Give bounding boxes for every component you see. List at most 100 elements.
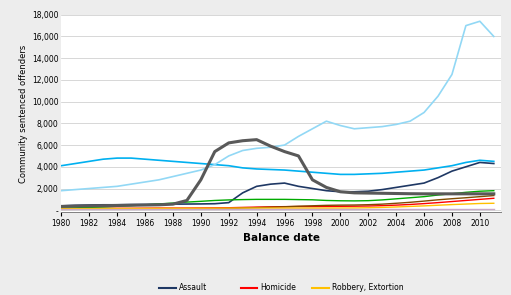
Homicide xyxy=(198,206,204,210)
Robbery, Extortion xyxy=(253,206,260,210)
Threatening xyxy=(156,207,162,211)
Sexual xyxy=(407,207,413,211)
Unknown xyxy=(198,178,204,182)
Unknown xyxy=(295,154,301,158)
Sexual xyxy=(309,207,315,211)
Sexual xyxy=(128,207,134,211)
Threatening xyxy=(72,208,78,211)
Robbery, Extortion xyxy=(407,205,413,208)
Good Order xyxy=(379,125,385,128)
Burglary, Theft xyxy=(268,168,274,171)
Good Order xyxy=(393,123,399,126)
Burglary, Theft xyxy=(435,166,441,170)
Homicide xyxy=(407,203,413,206)
Assault xyxy=(240,191,246,195)
Assault xyxy=(184,202,190,206)
Burglary, Theft xyxy=(212,163,218,166)
Assault xyxy=(323,189,330,192)
Sexual xyxy=(170,207,176,211)
Homicide xyxy=(449,200,455,203)
Good Order xyxy=(282,143,288,147)
Homicide xyxy=(58,207,64,210)
Burglary, Theft xyxy=(379,171,385,175)
Threatening xyxy=(477,195,483,199)
Legend: Assault, Burglary, Theft, Good Order, Homicide, Illicit Drugs, Threatening, Robb: Assault, Burglary, Theft, Good Order, Ho… xyxy=(159,283,403,295)
Threatening xyxy=(351,203,357,207)
Threatening xyxy=(58,208,64,211)
Line: Unknown: Unknown xyxy=(61,140,494,206)
Assault xyxy=(309,187,315,190)
Burglary, Theft xyxy=(156,158,162,162)
Burglary, Theft xyxy=(323,171,330,175)
Assault xyxy=(295,185,301,188)
Unknown xyxy=(309,178,315,182)
Illicit Drugs xyxy=(351,199,357,203)
Sexual xyxy=(463,207,469,211)
Homicide xyxy=(86,206,92,210)
Homicide xyxy=(226,206,232,209)
Unknown xyxy=(351,191,357,195)
Threatening xyxy=(365,203,371,206)
Threatening xyxy=(337,203,343,207)
Unknown xyxy=(100,204,106,207)
Robbery, Extortion xyxy=(184,206,190,210)
Sexual xyxy=(212,207,218,211)
Sexual xyxy=(226,207,232,211)
Unknown xyxy=(142,203,148,207)
Homicide xyxy=(268,205,274,209)
Burglary, Theft xyxy=(100,158,106,161)
Robbery, Extortion xyxy=(100,207,106,210)
Unknown xyxy=(128,204,134,207)
Homicide xyxy=(100,206,106,210)
Robbery, Extortion xyxy=(240,206,246,210)
Threatening xyxy=(295,204,301,208)
Line: Burglary, Theft: Burglary, Theft xyxy=(61,158,494,174)
Good Order xyxy=(268,145,274,149)
Line: Illicit Drugs: Illicit Drugs xyxy=(61,191,494,208)
Homicide xyxy=(463,199,469,202)
Homicide xyxy=(365,204,371,208)
Unknown xyxy=(337,190,343,194)
Burglary, Theft xyxy=(58,164,64,168)
Good Order xyxy=(212,163,218,166)
Assault xyxy=(435,176,441,179)
Unknown xyxy=(58,205,64,208)
Threatening xyxy=(212,207,218,211)
Burglary, Theft xyxy=(491,160,497,163)
Robbery, Extortion xyxy=(295,206,301,210)
Assault xyxy=(379,188,385,191)
Sexual xyxy=(100,207,106,211)
Good Order xyxy=(351,127,357,131)
Unknown xyxy=(282,150,288,153)
Unknown xyxy=(379,191,385,195)
Illicit Drugs xyxy=(253,198,260,201)
Sexual xyxy=(421,207,427,211)
Robbery, Extortion xyxy=(365,206,371,209)
Good Order xyxy=(421,111,427,114)
Sexual xyxy=(351,207,357,211)
Homicide xyxy=(184,206,190,210)
Unknown xyxy=(407,192,413,196)
Good Order xyxy=(58,189,64,192)
Threatening xyxy=(449,197,455,201)
Illicit Drugs xyxy=(114,204,120,208)
Good Order xyxy=(226,154,232,158)
Robbery, Extortion xyxy=(156,206,162,210)
Burglary, Theft xyxy=(351,173,357,176)
Threatening xyxy=(114,207,120,211)
Unknown xyxy=(463,192,469,196)
Good Order xyxy=(240,149,246,152)
Illicit Drugs xyxy=(212,199,218,202)
Line: Homicide: Homicide xyxy=(61,198,494,209)
Assault xyxy=(365,189,371,193)
Good Order xyxy=(198,168,204,172)
Burglary, Theft xyxy=(463,161,469,164)
Threatening xyxy=(86,207,92,211)
Assault xyxy=(463,165,469,168)
Good Order xyxy=(309,127,315,131)
Assault xyxy=(72,204,78,207)
Threatening xyxy=(170,207,176,211)
Robbery, Extortion xyxy=(435,204,441,207)
X-axis label: Balance date: Balance date xyxy=(243,232,319,242)
Illicit Drugs xyxy=(128,204,134,207)
